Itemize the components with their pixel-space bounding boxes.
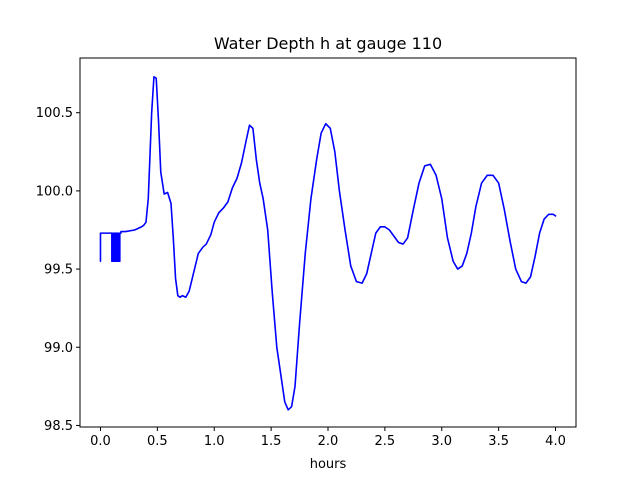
x-tick-label: 2.0 xyxy=(318,434,339,449)
plot-background xyxy=(80,58,576,427)
y-tick-label: 99.0 xyxy=(44,341,73,356)
y-tick-label: 99.5 xyxy=(44,263,73,278)
y-tick-label: 100.5 xyxy=(36,106,73,121)
y-axis: 98.5 99.0 99.5 100.0 100.5 xyxy=(36,106,80,434)
y-tick-label: 98.5 xyxy=(44,419,73,434)
x-tick-label: 0.5 xyxy=(147,434,168,449)
x-tick-label: 0.0 xyxy=(90,434,111,449)
series-line-0 xyxy=(99,75,557,411)
x-tick-label: 1.5 xyxy=(261,434,282,449)
x-axis: 0.0 0.5 1.0 1.5 2.0 2.5 3.0 3.5 4.0 xyxy=(90,427,566,449)
chart-title: Water Depth h at gauge 110 xyxy=(214,34,442,53)
plot-area xyxy=(79,57,577,428)
x-tick-label: 3.5 xyxy=(488,434,509,449)
series-layer xyxy=(99,75,557,411)
x-axis-label: hours xyxy=(310,457,347,472)
x-tick-label: 3.0 xyxy=(431,434,452,449)
x-tick-label: 4.0 xyxy=(545,434,566,449)
x-tick-label: 1.0 xyxy=(204,434,225,449)
y-tick-label: 100.0 xyxy=(36,184,73,199)
x-tick-label: 2.5 xyxy=(375,434,396,449)
